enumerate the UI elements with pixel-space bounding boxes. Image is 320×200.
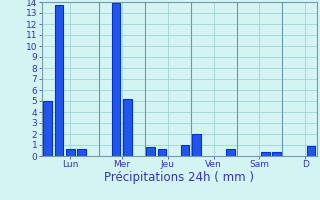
Bar: [112, 3, 120, 156]
Bar: [261, 152, 269, 156]
Bar: [146, 147, 155, 156]
Bar: [180, 145, 189, 156]
Bar: [227, 149, 235, 156]
Bar: [77, 149, 86, 156]
Bar: [307, 146, 316, 156]
Bar: [123, 99, 132, 156]
Bar: [272, 152, 281, 156]
Bar: [192, 134, 201, 156]
Bar: [54, 5, 63, 156]
Bar: [43, 101, 52, 156]
X-axis label: Précipitations 24h ( mm ): Précipitations 24h ( mm ): [104, 171, 254, 184]
Bar: [66, 149, 75, 156]
Bar: [158, 149, 166, 156]
